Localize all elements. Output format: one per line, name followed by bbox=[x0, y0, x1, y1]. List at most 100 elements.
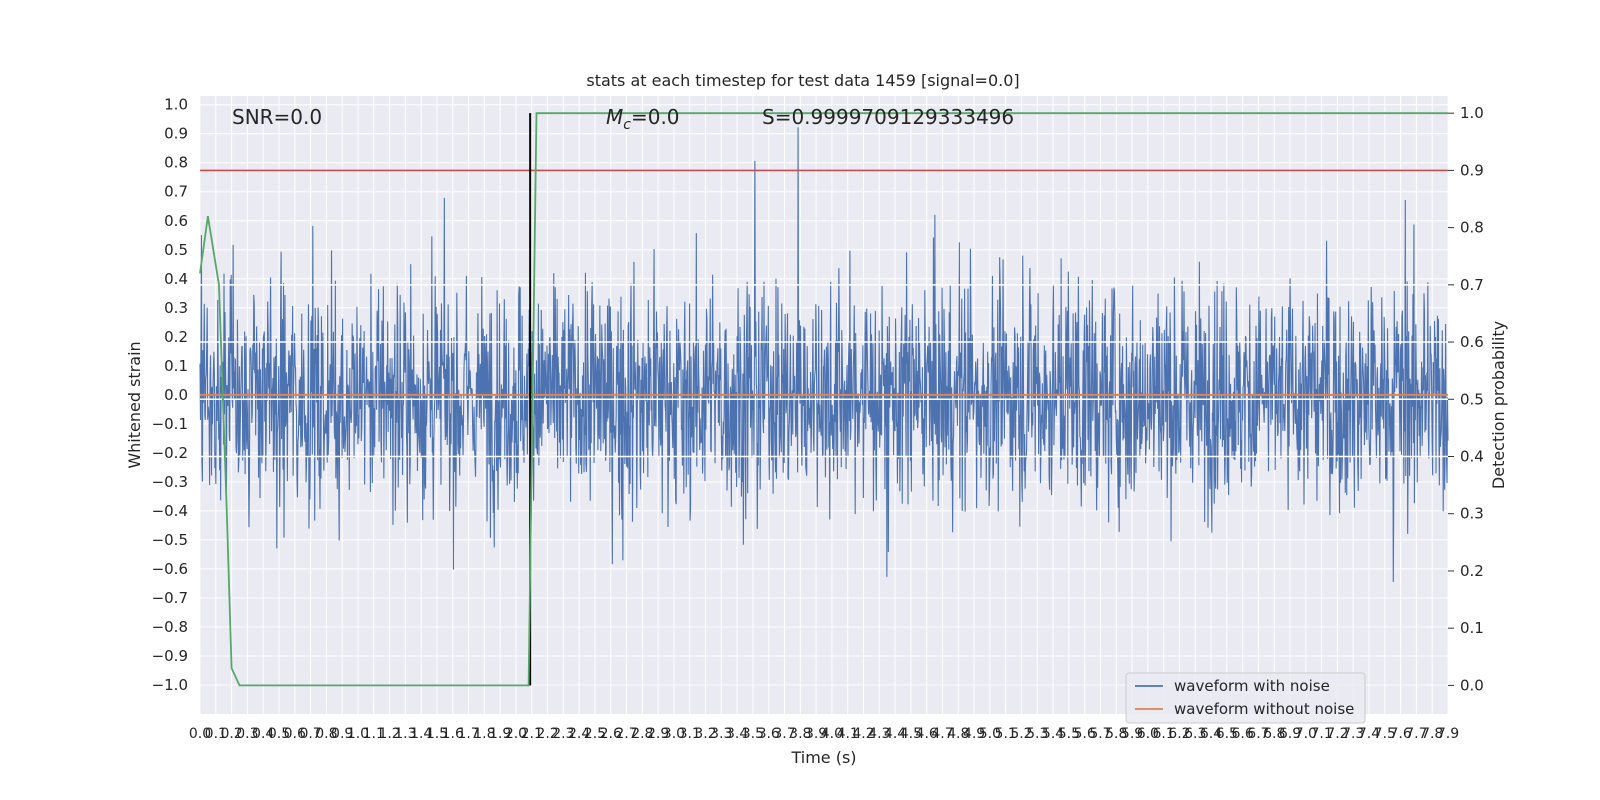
x-tick-label: 4.9 bbox=[963, 726, 985, 742]
x-tick-label: 2.1 bbox=[521, 726, 543, 742]
x-tick-label: 6.8 bbox=[1263, 726, 1285, 742]
y2-tick-label: 0.1 bbox=[1460, 619, 1484, 637]
x-tick-label: 3.8 bbox=[789, 726, 811, 742]
x-tick-label: 6.1 bbox=[1153, 726, 1175, 742]
x-tick-label: 7.6 bbox=[1389, 726, 1411, 742]
y-tick-label: 0.3 bbox=[164, 299, 188, 317]
x-tick-label: 0.9 bbox=[331, 726, 353, 742]
right-axis-ticks: 1.0 0.9 0.8 0.7 0.6 0.5 0.4 0.3 0.2 0.1 0.0 bbox=[1448, 104, 1484, 694]
noise-waveform bbox=[199, 127, 1449, 582]
y-tick-label: 0.8 bbox=[164, 154, 188, 172]
x-tick-label: 7.4 bbox=[1358, 726, 1380, 742]
x-tick-label: 7.5 bbox=[1374, 726, 1396, 742]
x-tick-label: 5.6 bbox=[1074, 726, 1096, 742]
y2-tick-label: 0.5 bbox=[1460, 390, 1484, 408]
x-tick-label: 1.2 bbox=[378, 726, 400, 742]
x-tick-label: 7.7 bbox=[1405, 726, 1427, 742]
y-tick-label: −0.2 bbox=[152, 444, 188, 462]
x-tick-label: 7.8 bbox=[1421, 726, 1443, 742]
x-axis-label: Time (s) bbox=[790, 748, 856, 767]
x-tick-label: 6.9 bbox=[1279, 726, 1301, 742]
y2-axis-label: Detection probability bbox=[1489, 321, 1508, 489]
y2-tick-label: 0.7 bbox=[1460, 276, 1484, 294]
x-tick-label: 5.8 bbox=[1105, 726, 1127, 742]
y-tick-label: 0.7 bbox=[164, 183, 188, 201]
legend-label-noise: waveform with noise bbox=[1174, 677, 1330, 695]
x-tick-label: 1.4 bbox=[410, 726, 432, 742]
x-tick-label: 2.0 bbox=[505, 726, 527, 742]
x-tick-label: 6.6 bbox=[1232, 726, 1254, 742]
x-tick-label: 0.7 bbox=[299, 726, 321, 742]
x-tick-label: 3.3 bbox=[710, 726, 732, 742]
x-tick-label: 0.0 bbox=[189, 726, 211, 742]
x-tick-label: 2.8 bbox=[631, 726, 653, 742]
y2-tick-label: 0.0 bbox=[1460, 676, 1484, 694]
x-tick-label: 1.8 bbox=[473, 726, 495, 742]
x-tick-label: 3.6 bbox=[758, 726, 780, 742]
y-axis-label: Whitened strain bbox=[125, 341, 144, 468]
x-tick-label: 1.3 bbox=[394, 726, 416, 742]
x-tick-label: 0.6 bbox=[284, 726, 306, 742]
x-tick-label: 1.6 bbox=[442, 726, 464, 742]
y-tick-label: −0.8 bbox=[152, 618, 188, 636]
y-tick-label: −0.3 bbox=[152, 473, 188, 491]
x-tick-label: 1.5 bbox=[426, 726, 448, 742]
x-tick-label: 4.1 bbox=[837, 726, 859, 742]
y-tick-label: −0.1 bbox=[152, 415, 188, 433]
x-axis-ticks: 0.00.10.20.30.40.50.60.70.80.91.01.11.21… bbox=[189, 726, 1459, 742]
overlay-lines bbox=[199, 112, 1448, 687]
x-tick-label: 0.2 bbox=[220, 726, 242, 742]
snr-annotation: SNR=0.0 bbox=[232, 105, 322, 129]
x-tick-label: 5.7 bbox=[1089, 726, 1111, 742]
x-tick-label: 0.4 bbox=[252, 726, 274, 742]
x-tick-label: 5.2 bbox=[1010, 726, 1032, 742]
x-tick-label: 2.4 bbox=[568, 726, 590, 742]
y-tick-label: 0.1 bbox=[164, 357, 188, 375]
y-tick-label: −1.0 bbox=[152, 676, 188, 694]
y2-tick-label: 0.3 bbox=[1460, 505, 1484, 523]
x-tick-label: 2.6 bbox=[600, 726, 622, 742]
x-tick-label: 6.4 bbox=[1200, 726, 1222, 742]
x-tick-label: 5.1 bbox=[995, 726, 1017, 742]
x-tick-label: 4.2 bbox=[852, 726, 874, 742]
x-tick-label: 6.5 bbox=[1216, 726, 1238, 742]
x-tick-label: 6.7 bbox=[1247, 726, 1269, 742]
y-tick-label: −0.7 bbox=[152, 589, 188, 607]
y2-tick-label: 0.8 bbox=[1460, 219, 1484, 237]
mc-subscript: c bbox=[623, 117, 631, 133]
x-tick-label: 1.9 bbox=[489, 726, 511, 742]
x-tick-label: 7.2 bbox=[1326, 726, 1348, 742]
legend-label-clean: waveform without noise bbox=[1174, 700, 1354, 718]
x-tick-label: 4.5 bbox=[900, 726, 922, 742]
mc-annotation: Mc=0.0 bbox=[606, 105, 680, 133]
x-tick-label: 3.1 bbox=[679, 726, 701, 742]
mc-value: =0.0 bbox=[631, 105, 680, 129]
x-tick-label: 7.3 bbox=[1342, 726, 1364, 742]
x-tick-label: 0.8 bbox=[315, 726, 337, 742]
x-tick-label: 4.8 bbox=[947, 726, 969, 742]
legend-box bbox=[1125, 672, 1366, 724]
noise-waveform-path bbox=[199, 127, 1449, 582]
x-tick-label: 7.9 bbox=[1437, 726, 1459, 742]
x-tick-label: 5.0 bbox=[979, 726, 1001, 742]
left-axis-ticks: 1.0 0.9 0.8 0.7 0.6 0.5 0.4 0.3 0.2 0.1 0.0 −0.1 −0.… bbox=[152, 96, 188, 694]
x-tick-label: 4.6 bbox=[916, 726, 938, 742]
y2-tick-label: 1.0 bbox=[1460, 104, 1484, 122]
x-tick-label: 2.9 bbox=[647, 726, 669, 742]
y-tick-label: 0.0 bbox=[164, 386, 188, 404]
x-tick-label: 5.5 bbox=[1058, 726, 1080, 742]
x-tick-label: 0.5 bbox=[268, 726, 290, 742]
x-tick-label: 6.2 bbox=[1168, 726, 1190, 742]
x-tick-label: 7.1 bbox=[1310, 726, 1332, 742]
y2-tick-label: 0.4 bbox=[1460, 448, 1484, 466]
x-tick-label: 5.4 bbox=[1042, 726, 1064, 742]
y-tick-label: −0.5 bbox=[152, 531, 188, 549]
x-tick-label: 0.3 bbox=[236, 726, 258, 742]
x-tick-label: 3.2 bbox=[694, 726, 716, 742]
x-tick-label: 3.4 bbox=[726, 726, 748, 742]
y-tick-label: 0.4 bbox=[164, 270, 188, 288]
y-tick-label: 0.2 bbox=[164, 328, 188, 346]
x-tick-label: 6.0 bbox=[1137, 726, 1159, 742]
x-tick-label: 0.1 bbox=[205, 726, 227, 742]
y2-tick-label: 0.2 bbox=[1460, 562, 1484, 580]
